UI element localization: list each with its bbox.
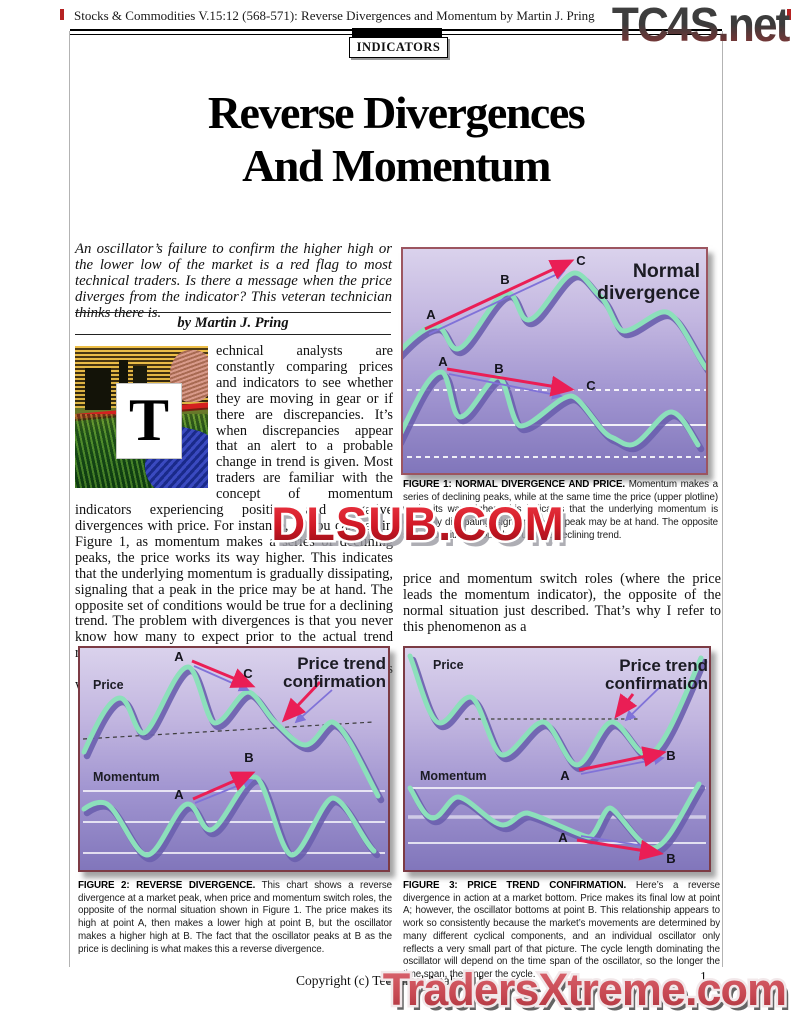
figure-2-chart: A C A B Price Momentum Price trend confi… — [81, 649, 386, 863]
momentum-arrow-red — [192, 771, 256, 801]
tc4s-watermark-text: TC4S.net — [612, 0, 790, 51]
label-a: A — [558, 830, 568, 845]
momentum-arrow-blue — [448, 373, 563, 400]
paragraph: echnical analysts are constantly compari… — [75, 343, 393, 661]
label-a: A — [560, 768, 570, 783]
abstract: An oscillator’s failure to confirm the h… — [75, 241, 392, 321]
body-column-left: T echnical analysts are constantly compa… — [75, 343, 393, 694]
confirmation-pointer-red — [614, 693, 638, 719]
figure-3-chart: A B A B Price Momentum Price trend confi… — [407, 653, 708, 866]
figure-2-caption-title: FIGURE 2: REVERSE DIVERGENCE. — [78, 880, 256, 891]
figure-1-chart: A B C A B C Normal divergence — [403, 253, 706, 458]
label-b: B — [494, 361, 503, 376]
label-a: A — [426, 307, 436, 322]
artwork-tower — [85, 368, 111, 410]
dropcap-box: T — [117, 384, 181, 458]
figure-3: A B A B Price Momentum Price trend confi… — [403, 646, 711, 872]
figure-1-caption: FIGURE 1: NORMAL DIVERGENCE AND PRICE. M… — [403, 479, 718, 543]
momentum-section-label: Momentum — [93, 770, 160, 784]
figure-1-caption-title: FIGURE 1: NORMAL DIVERGENCE AND PRICE. — [403, 479, 626, 490]
momentum-arrow-red — [576, 838, 664, 861]
page-border-left — [69, 31, 70, 967]
momentum-section-label: Momentum — [420, 769, 487, 783]
right-red-tick — [787, 9, 791, 20]
title-line1: Reverse Divergences — [207, 87, 586, 138]
reverse-divergence-arrow-red — [578, 746, 667, 772]
figure-annotation: Price trend — [619, 656, 708, 675]
momentum-arrow-red — [446, 367, 575, 397]
title-line2: And Momentum — [242, 140, 551, 191]
artwork-tower — [119, 360, 128, 390]
label-a: A — [438, 354, 448, 369]
price-curve — [403, 270, 706, 371]
left-red-tick — [60, 9, 64, 20]
section-label: INDICATORS — [349, 37, 448, 58]
figure-annotation: Normal — [633, 260, 700, 282]
figure-annotation: divergence — [597, 282, 700, 304]
page-number: 1 — [700, 969, 707, 984]
figure-1: A B C A B C Normal divergence — [401, 247, 708, 475]
figure-3-caption-body: Here’s a reverse divergence in action at… — [403, 880, 720, 980]
reverse-divergence-arrow-red — [191, 659, 256, 688]
byline-rule-top — [75, 312, 391, 313]
page-border-right — [722, 31, 723, 967]
label-b: B — [666, 748, 675, 763]
header-citation: Stocks & Commodities V.15:12 (568-571): … — [74, 8, 595, 23]
label-c: C — [586, 378, 596, 393]
confirmation-pointer-red — [281, 680, 322, 723]
label-a: A — [174, 787, 184, 802]
figure-annotation: confirmation — [605, 674, 708, 693]
label-b: B — [666, 851, 675, 866]
momentum-curve — [81, 774, 377, 858]
divergence-arrow-red — [424, 259, 575, 331]
dropcap-letter: T — [128, 387, 170, 454]
label-a: A — [174, 649, 184, 664]
figure-2-caption-body: This chart shows a reverse divergence at… — [78, 880, 393, 955]
figure-annotation: Price trend — [297, 654, 386, 673]
footer-copyright: Copyright (c) Technical Analysis I — [296, 973, 483, 988]
divergence-arrow-blue — [428, 269, 566, 335]
price-section-label: Price — [433, 658, 464, 672]
label-b: B — [244, 750, 253, 765]
figure-annotation: confirmation — [283, 672, 386, 691]
label-b: B — [500, 272, 509, 287]
figure-3-caption: FIGURE 3: PRICE TREND CONFIRMATION. Here… — [403, 880, 720, 982]
label-c: C — [576, 253, 586, 268]
figure-2: A C A B Price Momentum Price trend confi… — [78, 646, 390, 872]
body-column-right: price and momentum switch roles (where t… — [403, 571, 721, 635]
label-c: C — [243, 666, 253, 681]
indicators-black-bar — [352, 28, 442, 37]
byline-rule-bottom — [75, 334, 391, 335]
tc4s-watermark: TC4S.net — [612, 0, 791, 51]
price-section-label: Price — [93, 678, 124, 692]
price-curve — [81, 664, 381, 799]
figure-3-caption-title: FIGURE 3: PRICE TREND CONFIRMATION. — [403, 880, 627, 891]
momentum-curve-shadow — [83, 777, 381, 863]
dropcap-artwork: T — [75, 346, 208, 488]
figure-1-caption-body: Momentum makes a series of declining pea… — [403, 479, 718, 541]
byline: by Martin J. Pring — [177, 315, 289, 331]
figure-2-caption: FIGURE 2: REVERSE DIVERGENCE. This chart… — [78, 880, 392, 956]
momentum-curve — [403, 369, 701, 448]
confirmation-pointer-blue — [294, 689, 333, 724]
article-title: Reverse Divergences And Momentum — [70, 86, 722, 192]
